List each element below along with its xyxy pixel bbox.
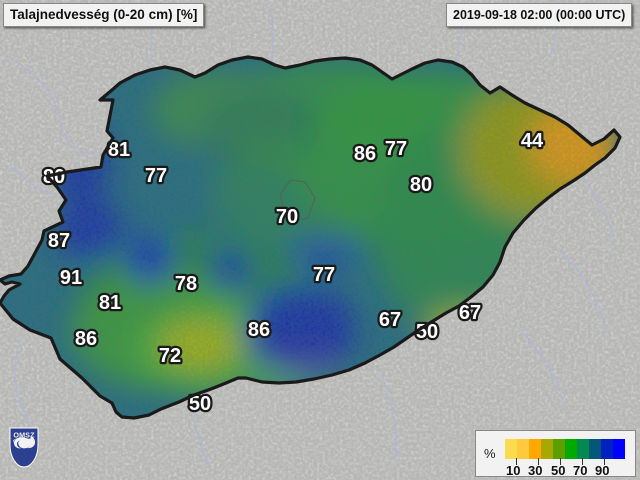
svg-text:77: 77 xyxy=(385,138,407,160)
svg-text:86: 86 xyxy=(248,319,270,341)
svg-text:80: 80 xyxy=(410,174,432,196)
svg-text:91: 91 xyxy=(60,267,82,289)
svg-text:86: 86 xyxy=(354,143,376,165)
svg-text:67: 67 xyxy=(379,309,401,331)
svg-text:72: 72 xyxy=(159,345,181,367)
svg-text:44: 44 xyxy=(521,130,544,152)
svg-text:78: 78 xyxy=(175,273,197,295)
svg-text:77: 77 xyxy=(313,264,335,286)
svg-text:77: 77 xyxy=(145,165,167,187)
svg-text:70: 70 xyxy=(276,206,298,228)
svg-text:81: 81 xyxy=(99,292,121,314)
svg-text:87: 87 xyxy=(48,230,70,252)
svg-text:86: 86 xyxy=(75,328,97,350)
